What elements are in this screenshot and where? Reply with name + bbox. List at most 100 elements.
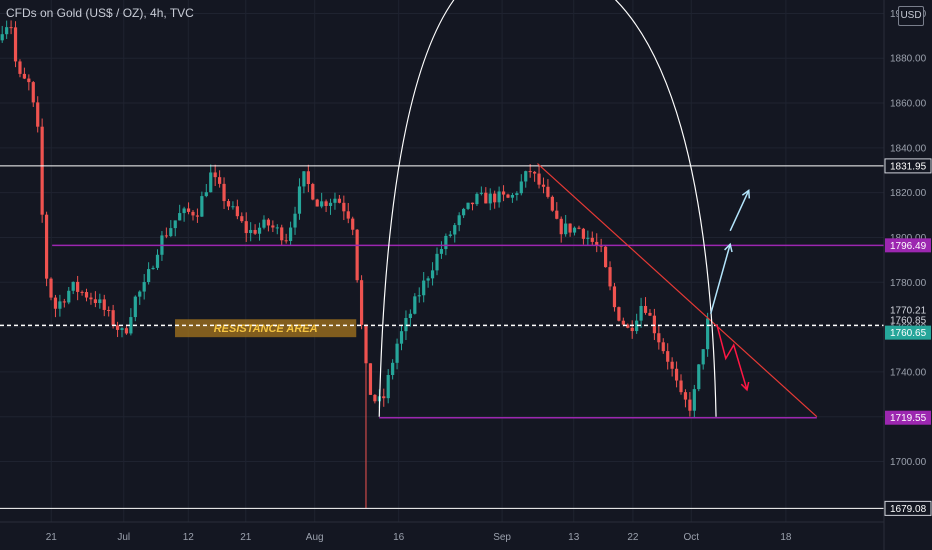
trendline [537,163,818,418]
candle-body [271,225,275,228]
candle-body [603,246,608,268]
drawings [378,0,818,418]
candle-body [506,194,510,198]
arrow-down-head [740,381,750,392]
level-label-box [885,410,931,425]
arrow-up-head [741,189,751,199]
candle-body [98,299,102,304]
time-axis[interactable]: 21 Jul 12 21 Aug 16 Sep 13 22 Oct 18 [46,532,792,543]
candle-body [674,368,679,381]
candle-body [67,290,71,303]
candle-body [666,351,670,362]
level-label: 1770.21 [890,306,927,317]
time-tick-label: 21 [46,532,58,543]
level-label: 1679.08 [890,504,927,515]
candle-body [288,227,293,241]
candle-body [351,218,355,230]
candle-body [53,297,58,309]
candle-body [661,342,665,352]
level-label: 1831.95 [890,161,927,172]
candle-body [0,34,4,41]
price-tick-label: 1700.00 [890,457,927,468]
candle-body [395,343,399,363]
candle-body [493,193,497,203]
candle-body [213,172,217,178]
candle-body [311,184,315,200]
rounding-top-arc [378,0,717,417]
candle-body [80,291,84,293]
candle-body [399,331,404,344]
candle-body [462,208,466,216]
candle-body [244,221,248,234]
candle-body [36,102,40,127]
candle-body [240,216,244,222]
time-tick-label: 12 [183,532,195,543]
candle-body [639,305,643,321]
resistance-area-box: RESISTANCE AREA [175,319,357,338]
candle-body [621,320,625,325]
candle-body [537,173,541,185]
candle-body [315,199,319,207]
candle-body [124,328,129,334]
candle-body [102,299,106,310]
level-label-box [885,325,931,340]
candle-body [430,270,435,279]
candle-body [697,364,701,390]
candle-body [515,193,519,195]
candle-body [417,295,421,297]
candle-body [13,27,18,62]
arrow-up-shaft [710,243,731,314]
candle-body [71,281,75,291]
price-tick-label: 1820.00 [890,188,927,199]
candle-body [439,249,444,254]
candle-body [501,191,506,195]
candle-body [626,324,630,328]
candle-body [683,392,688,400]
horizontal-levels [0,165,884,509]
candle-body [173,220,177,229]
candle-body [178,213,182,221]
candle-body [497,191,501,203]
candle-body [249,229,253,234]
candle-body [200,196,204,217]
candle-body [164,235,168,237]
candle-body [404,318,408,332]
time-tick-label: 13 [568,532,580,543]
level-label: 1760.65 [890,328,927,339]
candle-body [488,193,492,204]
candle-body [479,192,483,194]
candle-body [453,225,457,235]
chart-title: CFDs on Gold (US$ / OZ), 4h, TVC [6,6,194,20]
candle-body [129,317,133,334]
candle-body [643,305,648,313]
candle-body [692,389,696,411]
candle-body [226,201,231,207]
candle-body [257,227,262,234]
candle-body [44,214,49,279]
resistance-area-rect [175,319,357,338]
candle-body [541,184,546,187]
candle-body [306,171,310,185]
time-tick-label: Jul [117,532,130,543]
candle-body [204,192,208,197]
candle-body [564,223,568,235]
candle-body [5,27,9,35]
time-tick-label: 16 [393,532,405,543]
candle-body [58,301,62,309]
candle-body [133,296,137,318]
candle-body [328,202,333,206]
price-tick-label: 1840.00 [890,143,927,154]
candle-body [195,215,200,217]
candle-body [76,281,80,292]
currency-button[interactable]: USD [898,6,924,26]
candle-body [550,196,554,211]
candle-body [231,206,235,208]
candle-body [408,313,412,319]
candle-body [84,292,89,298]
candle-body [652,315,656,334]
candle-body [706,318,710,350]
grid-lines [0,0,884,522]
candle-body [111,310,115,326]
